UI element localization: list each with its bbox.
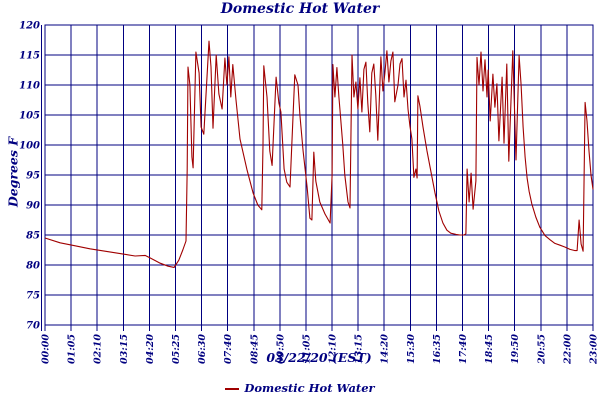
y-tick-label: 115 bbox=[19, 51, 40, 62]
x-tick-label: 01:05 bbox=[67, 334, 78, 364]
x-tick-label: 04:20 bbox=[145, 334, 156, 364]
x-tick-label: 00:00 bbox=[41, 334, 52, 364]
y-tick-label: 90 bbox=[26, 201, 40, 212]
x-tick-labels: 00:00 01:05 02:10 03:15 04:20 05:25 06:30 07:40… bbox=[41, 334, 600, 365]
x-tick-label: 08:45 bbox=[249, 334, 260, 364]
y-tick-label: 95 bbox=[26, 171, 40, 182]
y-tick-label: 70 bbox=[26, 321, 40, 332]
y-tick-label: 85 bbox=[26, 231, 40, 242]
series-lines bbox=[44, 40, 594, 268]
y-tick-label: 105 bbox=[19, 111, 40, 122]
y-tick-label: 100 bbox=[19, 141, 40, 152]
x-tick-label: 22:00 bbox=[562, 334, 573, 365]
y-tick-label: 80 bbox=[26, 261, 40, 272]
gridlines bbox=[44, 24, 594, 331]
plot-frame bbox=[40, 24, 594, 331]
x-axis-date-label: 03/22/20 (EST) bbox=[266, 350, 372, 365]
x-tick-label: 19:50 bbox=[510, 334, 521, 364]
x-tick-label: 23:00 bbox=[589, 334, 600, 365]
plot-border bbox=[44, 24, 594, 326]
y-tick-label: 110 bbox=[19, 81, 40, 92]
x-tick-label: 03:15 bbox=[119, 334, 130, 364]
x-tick-label: 12:10 bbox=[328, 334, 339, 364]
x-tick-label: 18:45 bbox=[484, 334, 495, 364]
x-tick-label: 02:10 bbox=[93, 334, 104, 364]
x-tick-label: 05:25 bbox=[171, 334, 182, 364]
x-tick-label: 14:20 bbox=[380, 334, 391, 364]
legend-line-swatch bbox=[225, 387, 240, 390]
y-tick-label: 75 bbox=[26, 291, 40, 302]
series-line-domestic-hot-water bbox=[44, 40, 594, 268]
chart-title: Domestic Hot Water bbox=[220, 1, 380, 17]
y-axis-label: Degrees F bbox=[5, 136, 21, 208]
x-tick-label: 13:15 bbox=[354, 334, 365, 364]
x-tick-label: 11:05 bbox=[301, 334, 312, 364]
y-tick-label: 120 bbox=[19, 21, 40, 32]
legend: Domestic Hot Water bbox=[0, 381, 600, 395]
x-tick-label: 09:50 bbox=[275, 334, 286, 364]
legend-series-label: Domestic Hot Water bbox=[244, 381, 375, 395]
x-tick-label: 20:55 bbox=[536, 334, 547, 365]
x-tick-label: 17:40 bbox=[458, 334, 469, 364]
y-tick-labels: 70 75 80 85 90 95 100 105 110 115 120 bbox=[19, 21, 40, 332]
x-tick-label: 16:35 bbox=[432, 334, 443, 364]
x-tick-label: 07:40 bbox=[223, 334, 234, 364]
x-tick-label: 06:30 bbox=[197, 334, 208, 364]
x-tick-label: 15:30 bbox=[406, 334, 417, 364]
